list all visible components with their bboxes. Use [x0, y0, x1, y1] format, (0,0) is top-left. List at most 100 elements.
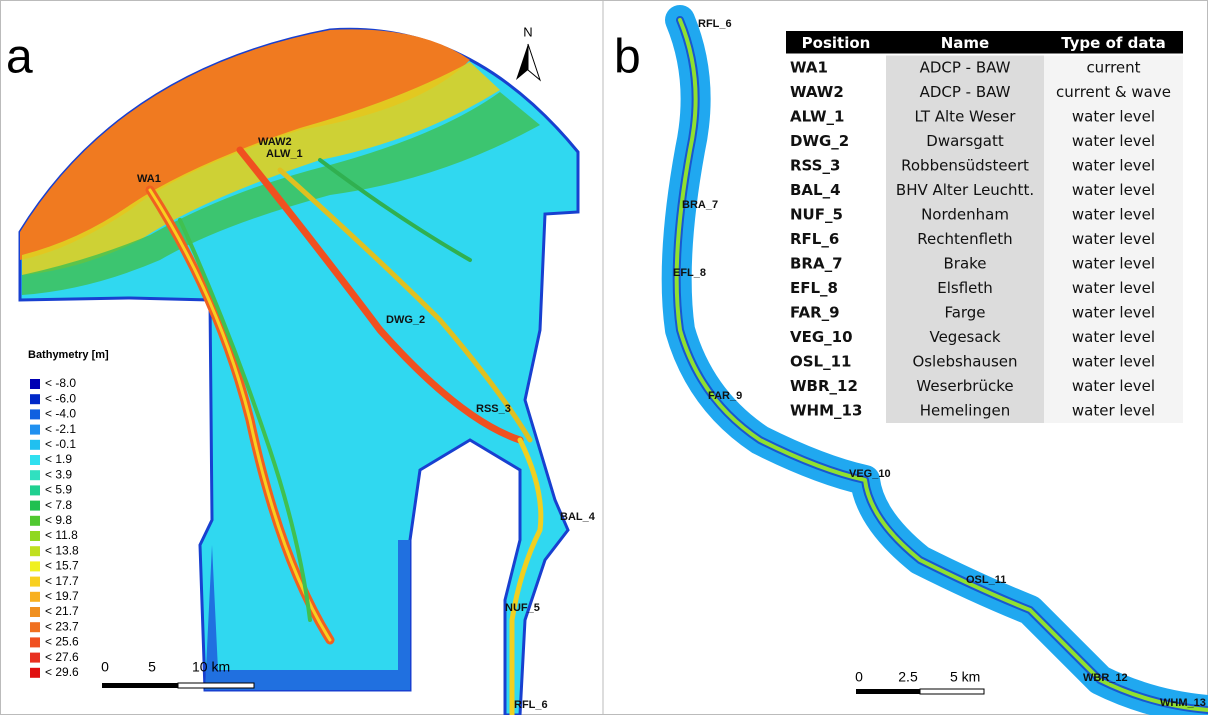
- legend-label: < 11.8: [45, 528, 78, 542]
- legend-label: < 19.7: [45, 589, 79, 603]
- north-label: N: [523, 24, 532, 39]
- table-cell: BRA_7: [790, 254, 843, 272]
- legend-label: < 25.6: [45, 635, 79, 649]
- legend-swatch: [30, 394, 40, 404]
- legend-swatch: [30, 592, 40, 602]
- table-cell: water level: [1072, 107, 1155, 125]
- table-cell: Farge: [944, 303, 985, 321]
- table-cell: BHV Alter Leuchtt.: [896, 181, 1034, 199]
- legend-label: < 21.7: [45, 604, 79, 618]
- legend-swatch: [30, 470, 40, 480]
- table-header: Type of data: [1061, 34, 1166, 52]
- station-label: WAW2: [258, 136, 292, 148]
- legend-label: < 15.7: [45, 559, 79, 573]
- station-label: BRA_7: [682, 199, 718, 211]
- table-cell: Vegesack: [929, 328, 1000, 346]
- scale-bar: 0 2.5 5 km: [855, 669, 984, 694]
- station-label: WHM_13: [1160, 697, 1206, 709]
- legend-swatch: [30, 622, 40, 632]
- scale-label: 5 km: [950, 669, 980, 685]
- legend-swatch: [30, 379, 40, 389]
- station-label: RSS_3: [476, 403, 511, 415]
- north-arrow: N: [516, 24, 540, 80]
- station-label: RFL_6: [698, 18, 732, 30]
- legend-swatch: [30, 531, 40, 541]
- table-cell: Nordenham: [921, 205, 1009, 223]
- legend-label: < 9.8: [45, 513, 72, 527]
- station-label: BAL_4: [560, 511, 596, 523]
- table-cell: RFL_6: [790, 230, 839, 248]
- table-cell: BAL_4: [790, 181, 841, 199]
- table-cell: water level: [1072, 254, 1155, 272]
- legend-label: < 27.6: [45, 650, 79, 664]
- table-cell: ALW_1: [790, 107, 845, 125]
- table-cell: WHM_13: [790, 401, 862, 419]
- legend-label: < -2.1: [45, 422, 76, 436]
- table-cell: water level: [1072, 328, 1155, 346]
- table-cell: current: [1086, 58, 1140, 76]
- legend-swatch: [30, 561, 40, 571]
- scale-label: 5: [148, 659, 156, 675]
- legend-label: < 1.9: [45, 452, 72, 466]
- table-cell: water level: [1072, 352, 1155, 370]
- table-cell: DWG_2: [790, 132, 849, 150]
- legend: Bathymetry [m] < -8.0< -6.0< -4.0< -2.1<…: [28, 349, 109, 679]
- table-cell: water level: [1072, 303, 1155, 321]
- legend-swatch: [30, 425, 40, 435]
- legend-swatch: [30, 577, 40, 587]
- legend-swatch: [30, 637, 40, 647]
- panel-label: b: [614, 31, 641, 84]
- legend-label: < 17.7: [45, 574, 79, 588]
- table-cell: NUF_5: [790, 205, 843, 223]
- table-cell: water level: [1072, 181, 1155, 199]
- legend-label: < 23.7: [45, 619, 79, 633]
- legend-swatch: [30, 485, 40, 495]
- legend-label: < 3.9: [45, 467, 72, 481]
- legend-label: < -8.0: [45, 376, 76, 390]
- legend-label: < 13.8: [45, 543, 79, 557]
- legend-swatch: [30, 455, 40, 465]
- station-label: EFL_8: [673, 267, 706, 279]
- table-header: Name: [941, 34, 989, 52]
- table-cell: EFL_8: [790, 279, 838, 297]
- legend-label: < 7.8: [45, 498, 72, 512]
- table-cell: WBR_12: [790, 377, 858, 395]
- table-cell: Robbensüdsteert: [901, 156, 1029, 174]
- station-label: VEG_10: [849, 468, 891, 480]
- table-cell: ADCP - BAW: [920, 83, 1011, 101]
- table-cell: FAR_9: [790, 303, 840, 321]
- scale-label: 10 km: [192, 659, 230, 675]
- legend-title: Bathymetry [m]: [28, 349, 109, 361]
- map-a: [20, 29, 578, 715]
- table-cell: LT Alte Weser: [915, 107, 1017, 125]
- table-cell: ADCP - BAW: [920, 58, 1011, 76]
- legend-swatch: [30, 607, 40, 617]
- table-header: Position: [802, 34, 871, 52]
- table-cell: water level: [1072, 205, 1155, 223]
- station-label: NUF_5: [505, 602, 540, 614]
- scale-label: 2.5: [898, 669, 918, 685]
- legend-swatch: [30, 501, 40, 511]
- table-cell: water level: [1072, 401, 1155, 419]
- figure: a N WAW2 ALW_1 WA1 DWG_2 RSS_3 BAL_4 NUF…: [0, 0, 1208, 715]
- table-cell: water level: [1072, 230, 1155, 248]
- table-cell: OSL_11: [790, 352, 852, 370]
- table-cell: Brake: [943, 254, 986, 272]
- station-label: OSL_11: [966, 574, 1006, 586]
- table-cell: water level: [1072, 132, 1155, 150]
- legend-label: < -0.1: [45, 437, 76, 451]
- station-label: WA1: [137, 173, 161, 185]
- table-cell: Hemelingen: [920, 401, 1010, 419]
- legend-swatch: [30, 668, 40, 678]
- table-cell: water level: [1072, 279, 1155, 297]
- legend-label: < -4.0: [45, 407, 76, 421]
- scale-label: 0: [101, 659, 109, 675]
- table-cell: RSS_3: [790, 156, 840, 174]
- table-cell: Elsfleth: [937, 279, 993, 297]
- station-label: WBR_12: [1083, 672, 1128, 684]
- legend-swatch: [30, 546, 40, 556]
- station-label: RFL_6: [514, 699, 548, 711]
- table-cell: Weserbrücke: [916, 377, 1013, 395]
- legend-swatch: [30, 409, 40, 419]
